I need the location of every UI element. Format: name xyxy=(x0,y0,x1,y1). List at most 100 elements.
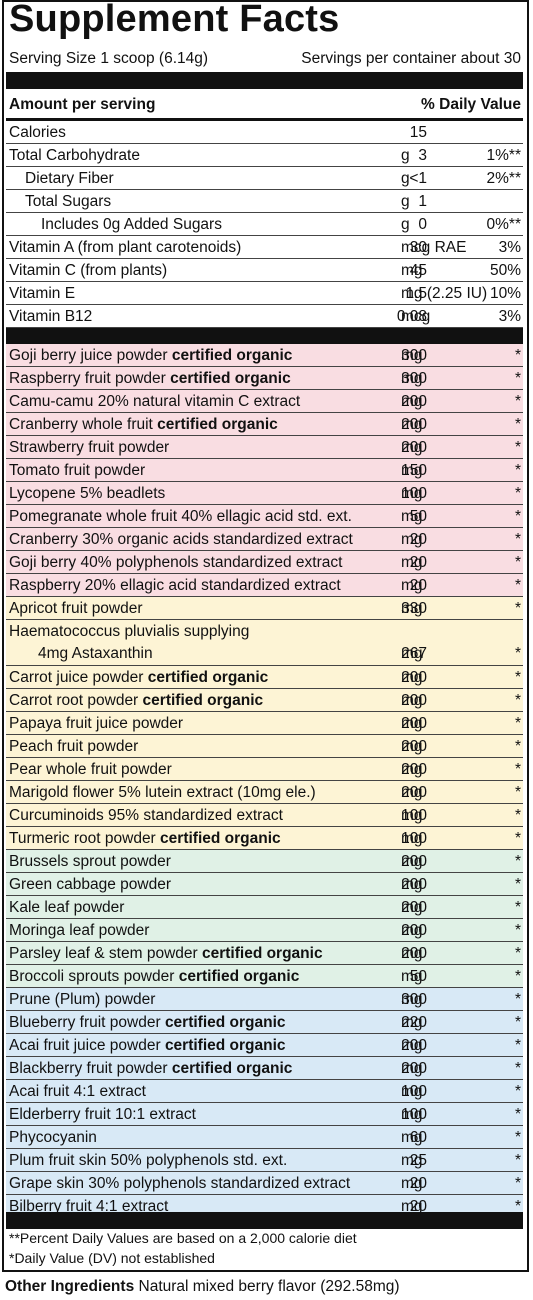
ingredient-amount: 220 xyxy=(401,1014,427,1031)
ingredient-row: Broccoli sprouts powder certified organi… xyxy=(6,965,523,988)
nutrient-row: Dietary Fiber <1 g 2%** xyxy=(6,167,523,190)
serving-info: Serving Size 1 scoop (6.14g) Servings pe… xyxy=(9,50,521,68)
ingredient-unit: mg xyxy=(401,991,423,1008)
certified-organic-label: certified organic xyxy=(164,1037,286,1054)
ingredient-row: Goji berry 40% polyphenols standardized … xyxy=(6,551,523,574)
ingredient-amount: 200 xyxy=(401,876,427,893)
nutrient-unit: mg (2.25 IU) xyxy=(401,285,488,302)
ingredient-row: Brussels sprout powder 200 mg * xyxy=(6,850,523,873)
ingredient-amount: 200 xyxy=(401,715,427,732)
nutrient-daily-value: 1%** xyxy=(486,147,521,164)
ingredient-name: Camu-camu 20% natural vitamin C extract xyxy=(9,393,300,411)
ingredient-amount: 20 xyxy=(409,531,427,548)
ingredient-amount: 200 xyxy=(401,393,427,410)
ingredient-daily-value: * xyxy=(514,738,521,755)
ingredient-name: Strawberry fruit powder xyxy=(9,439,169,457)
certified-organic-label: certified organic xyxy=(147,669,269,686)
nutrient-row: Total Carbohydrate 3 g 1%** xyxy=(6,144,523,167)
ingredient-name-text: Tomato fruit powder xyxy=(9,462,146,479)
ingredient-row: Cranberry 30% organic acids standardized… xyxy=(6,528,523,551)
nutrient-name: Total Sugars xyxy=(25,193,112,210)
ingredient-row: Plum fruit skin 50% polyphenols std. ext… xyxy=(6,1149,523,1172)
ingredient-amount: 200 xyxy=(401,669,427,686)
nutrient-amount: 0 xyxy=(418,216,427,233)
ingredient-unit: mg xyxy=(401,1175,423,1192)
ingredient-amount: 200 xyxy=(401,416,427,433)
ingredient-amount: 200 xyxy=(401,945,427,962)
nutrient-name: Vitamin C (from plants) xyxy=(9,262,168,279)
ingredient-name-text: Grape skin 30% polyphenols standardized … xyxy=(9,1175,351,1192)
nutrient-row: Vitamin B12 0.08 mcg 3% xyxy=(6,305,523,328)
ingredient-unit: mg xyxy=(401,1152,423,1169)
ingredient-amount: 330 xyxy=(401,600,427,617)
ingredient-unit: mg xyxy=(401,370,423,387)
ingredient-name: Pomegranate whole fruit 40% ellagic acid… xyxy=(9,508,352,526)
ingredient-row: Strawberry fruit powder 200 mg * xyxy=(6,436,523,459)
ingredient-amount: 267 xyxy=(401,645,427,662)
ingredient-name-text: Green cabbage powder xyxy=(9,876,172,893)
ingredient-row: Prune (Plum) powder 300 mg * xyxy=(6,988,523,1011)
servings-per-container: Servings per container about 30 xyxy=(301,50,521,67)
ingredient-daily-value: * xyxy=(514,922,521,939)
nutrient-amount: 3 xyxy=(418,147,427,164)
ingredient-unit: mg xyxy=(401,416,423,433)
ingredient-name-text: Broccoli sprouts powder xyxy=(9,968,175,985)
ingredient-daily-value: * xyxy=(514,1060,521,1077)
ingredient-name-text: Goji berry 40% polyphenols standardized … xyxy=(9,554,343,571)
ingredient-unit: mg xyxy=(401,1014,423,1031)
ingredient-daily-value: * xyxy=(514,830,521,847)
ingredient-unit: mg xyxy=(401,876,423,893)
ingredient-row: Papaya fruit juice powder 200 mg * xyxy=(6,712,523,735)
ingredient-row: Raspberry fruit powder certified organic… xyxy=(6,367,523,390)
ingredient-row: Raspberry 20% ellagic acid standardized … xyxy=(6,574,523,597)
nutrient-name: Total Carbohydrate xyxy=(9,147,140,164)
ingredient-name: Haematococcus pluvialis supplying xyxy=(9,623,250,640)
ingredient-daily-value: * xyxy=(514,1175,521,1192)
ingredient-daily-value: * xyxy=(514,1198,521,1215)
ingredient-daily-value: * xyxy=(514,645,521,662)
ingredient-name-text: Strawberry fruit powder xyxy=(9,439,170,456)
nutrient-unit: mg xyxy=(401,262,423,279)
ingredient-name: Raspberry fruit powder certified organic xyxy=(9,370,291,388)
ingredient-row: Blackberry fruit powder certified organi… xyxy=(6,1057,523,1080)
ingredient-amount: 200 xyxy=(401,761,427,778)
nutrient-row: Total Sugars 1 g xyxy=(6,190,523,213)
certified-organic-label: certified organic xyxy=(170,370,291,387)
ingredient-name: Lycopene 5% beadlets xyxy=(9,485,165,503)
ingredient-daily-value: * xyxy=(514,416,521,433)
ingredient-name: Bilberry fruit 4:1 extract xyxy=(9,1198,168,1216)
ingredient-name: Goji berry juice powder certified organi… xyxy=(9,347,292,365)
nutrient-unit: mcg RAE xyxy=(401,239,467,256)
ingredient-amount: 200 xyxy=(401,922,427,939)
certified-organic-label: certified organic xyxy=(142,692,264,709)
ingredient-name-text: Pomegranate whole fruit 40% ellagic acid… xyxy=(9,508,352,525)
ingredient-name-text: Papaya fruit juice powder xyxy=(9,715,184,732)
ingredient-amount: 200 xyxy=(401,1037,427,1054)
thick-divider-3 xyxy=(6,1212,523,1229)
ingredient-unit: mg xyxy=(401,645,423,662)
ingredient-amount: 20 xyxy=(409,1198,427,1215)
ingredient-name-text: Blackberry fruit powder xyxy=(9,1060,168,1077)
nutrient-row: Vitamin E 1.5 mg (2.25 IU) 10% xyxy=(6,282,523,305)
ingredient-row: Goji berry juice powder certified organi… xyxy=(6,344,523,367)
ingredient-row: Peach fruit powder 200 mg * xyxy=(6,735,523,758)
ingredient-amount: 100 xyxy=(401,1106,427,1123)
ingredient-unit: mg xyxy=(401,784,423,801)
ingredient-amount: 200 xyxy=(401,784,427,801)
nutrient-daily-value: 50% xyxy=(489,262,521,279)
ingredient-name-text: Carrot juice powder xyxy=(9,669,144,686)
nutrient-amount: <1 xyxy=(409,170,427,187)
ingredient-daily-value: * xyxy=(514,531,521,548)
ingredient-unit: mg xyxy=(401,922,423,939)
ingredient-amount: 300 xyxy=(401,347,427,364)
ingredient-name-text: Elderberry fruit 10:1 extract xyxy=(9,1106,196,1123)
ingredient-row: Carrot root powder certified organic 200 m… xyxy=(6,689,523,712)
certified-organic-label: certified organic xyxy=(171,347,293,364)
ingredient-daily-value: * xyxy=(514,347,521,364)
ingredient-daily-value: * xyxy=(514,692,521,709)
column-header: Amount per serving % Daily Value xyxy=(9,96,521,114)
nutrient-row: Vitamin A (from plant carotenoids) 30 mcg … xyxy=(6,236,523,259)
ingredient-amount: 300 xyxy=(401,370,427,387)
header-divider xyxy=(6,118,523,121)
ingredient-row: Phycocyanin 60 mg * xyxy=(6,1126,523,1149)
